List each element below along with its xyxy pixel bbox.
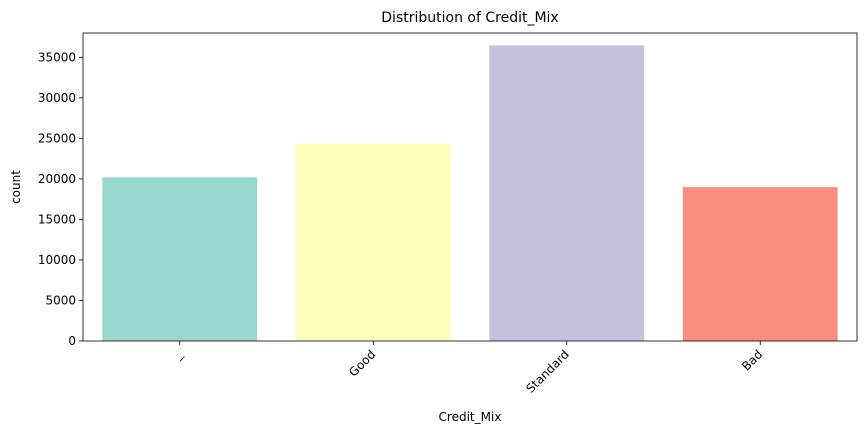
y-axis-ticks: 0 5000 10000 15000 20000 25000 30000 35000 (38, 50, 83, 348)
y-axis-label: count (9, 170, 23, 204)
x-tick-label: Good (346, 347, 378, 379)
plot-frame (82, 32, 858, 342)
bar (102, 177, 258, 341)
y-tick-label: 10000 (38, 253, 76, 267)
y-tick-label: 25000 (38, 131, 76, 145)
y-tick-label: 0 (68, 334, 76, 348)
y-tick-label: 5000 (45, 293, 76, 307)
y-tick-label: 20000 (38, 172, 76, 186)
x-tick-label: _ (170, 347, 186, 363)
bar (489, 45, 645, 342)
bar (682, 187, 838, 341)
chart-title: Distribution of Credit_Mix (381, 10, 558, 26)
x-tick-label: Standard (523, 347, 572, 396)
x-axis-ticks: _ Good Standard Bad (170, 341, 765, 396)
x-tick-label: Bad (739, 347, 765, 373)
y-tick-label: 35000 (38, 50, 76, 64)
bar (295, 143, 451, 341)
y-tick-label: 30000 (38, 91, 76, 105)
x-axis-label: Credit_Mix (439, 410, 502, 424)
y-tick-label: 15000 (38, 212, 76, 226)
bars (102, 45, 838, 342)
